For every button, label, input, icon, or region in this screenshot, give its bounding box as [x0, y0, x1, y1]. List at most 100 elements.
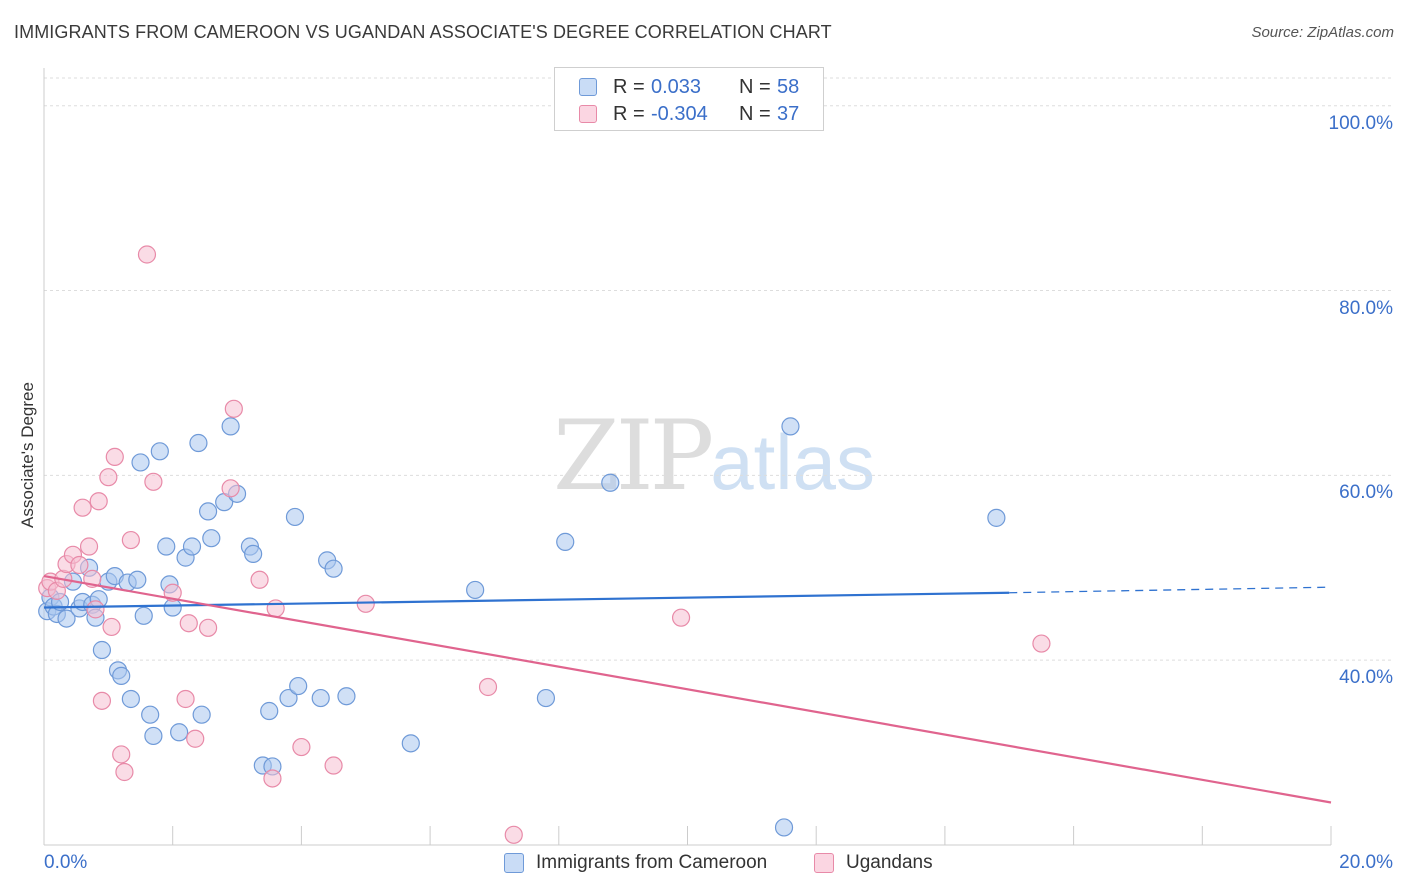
point-ugandans — [92, 691, 112, 710]
point-ugandans — [115, 762, 134, 782]
point-ugandans — [292, 737, 311, 757]
trend-line-cameroon — [43, 591, 1010, 609]
point-ugandans — [356, 594, 375, 613]
legend-label: Immigrants from Cameroon — [536, 852, 768, 873]
legend-swatch-pink — [579, 105, 597, 123]
point-cameroon — [536, 688, 556, 708]
point-ugandans — [79, 537, 99, 556]
point-ugandans — [250, 570, 269, 589]
point-ugandans — [263, 769, 282, 788]
point-cameroon — [311, 688, 330, 708]
chart-title: IMMIGRANTS FROM CAMEROON VS UGANDAN ASSO… — [14, 22, 832, 42]
point-ugandans — [186, 729, 205, 748]
r-label: R = — [613, 75, 645, 98]
axes — [43, 68, 1332, 846]
point-ugandans — [671, 608, 691, 627]
source-label: Source: ZipAtlas.com — [1251, 24, 1394, 41]
y-tick-label: 100.0% — [1328, 112, 1393, 134]
point-cameroon — [601, 473, 620, 492]
point-ugandans — [144, 472, 163, 491]
point-cameroon — [128, 570, 147, 589]
point-cameroon — [556, 532, 575, 551]
point-cameroon — [157, 537, 176, 556]
point-ugandans — [266, 599, 285, 618]
n-value: 37 — [777, 102, 800, 125]
point-ugandans — [89, 492, 108, 511]
point-cameroon — [121, 689, 140, 709]
point-ugandans — [99, 468, 118, 487]
grid-lines — [44, 77, 1393, 661]
zipatlas-watermark: ZIPatlas — [553, 400, 875, 512]
trend-lines — [43, 575, 1332, 804]
watermark-zip: ZIP — [553, 400, 714, 512]
point-cameroon — [198, 502, 218, 521]
point-ugandans — [112, 745, 131, 764]
trend-line-cameroon-extension — [1009, 586, 1332, 594]
point-cameroon — [134, 606, 153, 625]
legend-item-ugandans[interactable]: Ugandans — [814, 852, 933, 874]
point-ugandans — [324, 756, 343, 775]
point-cameroon — [285, 507, 305, 527]
point-cameroon — [781, 417, 800, 436]
legend-swatch-blue — [504, 853, 524, 873]
point-cameroon — [57, 609, 76, 628]
n-value: 58 — [777, 75, 800, 98]
x-tick-label-max: 20.0% — [1339, 852, 1393, 873]
point-ugandans — [137, 245, 157, 264]
r-value: -0.304 — [651, 102, 708, 125]
series-legend: Immigrants from Cameroon Ugandans — [0, 852, 1406, 878]
point-cameroon — [92, 640, 112, 660]
point-cameroon — [202, 529, 221, 548]
point-cameroon — [182, 537, 202, 556]
legend-row-cameroon: R = 0.033 N = 58 — [579, 75, 799, 99]
y-tick-label: 60.0% — [1339, 482, 1393, 504]
legend-row-ugandans: R = -0.304 N = 37 — [579, 102, 799, 126]
point-cameroon — [244, 544, 263, 564]
point-cameroon — [987, 508, 1006, 527]
point-cameroon — [112, 666, 131, 685]
point-cameroon — [337, 687, 356, 706]
point-cameroon — [774, 818, 794, 837]
trend-line-ugandans — [43, 575, 1332, 804]
point-ugandans — [73, 498, 92, 517]
point-cameroon — [189, 433, 208, 453]
correlation-legend: R = 0.033 N = 58 R = -0.304 N = 37 — [554, 67, 824, 131]
point-cameroon — [260, 701, 279, 721]
r-value: 0.033 — [651, 75, 702, 98]
x-tick-label-min: 0.0% — [44, 852, 88, 873]
point-cameroon — [192, 705, 211, 724]
point-ugandans — [70, 555, 89, 575]
point-ugandans — [1032, 634, 1051, 653]
legend-swatch-pink — [814, 853, 834, 873]
point-ugandans — [86, 600, 105, 619]
legend-item-cameroon[interactable]: Immigrants from Cameroon — [504, 852, 767, 874]
point-cameroon — [401, 734, 420, 753]
n-label: N = — [739, 102, 771, 125]
point-ugandans — [105, 447, 124, 466]
point-cameroon — [131, 453, 150, 472]
point-cameroon — [150, 442, 169, 461]
point-ugandans — [121, 530, 140, 550]
y-tick-label: 80.0% — [1339, 297, 1393, 319]
point-ugandans — [224, 399, 243, 418]
point-cameroon — [221, 417, 240, 436]
point-cameroon — [324, 559, 343, 578]
point-ugandans — [504, 825, 523, 844]
point-ugandans — [176, 689, 195, 709]
y-axis-label: Associate's Degree — [18, 382, 37, 528]
n-label: N = — [739, 75, 771, 98]
point-ugandans — [179, 614, 198, 633]
y-tick-label: 40.0% — [1339, 667, 1393, 689]
point-cameroon — [141, 705, 160, 724]
point-cameroon — [279, 688, 298, 708]
point-cameroon — [466, 580, 485, 600]
legend-swatch-blue — [579, 78, 597, 96]
point-ugandans — [221, 479, 240, 498]
legend-label: Ugandans — [846, 852, 933, 873]
point-cameroon — [170, 723, 189, 742]
r-label: R = — [613, 102, 645, 125]
point-ugandans — [478, 677, 498, 697]
point-cameroon — [289, 676, 308, 696]
point-ugandans — [102, 617, 121, 637]
